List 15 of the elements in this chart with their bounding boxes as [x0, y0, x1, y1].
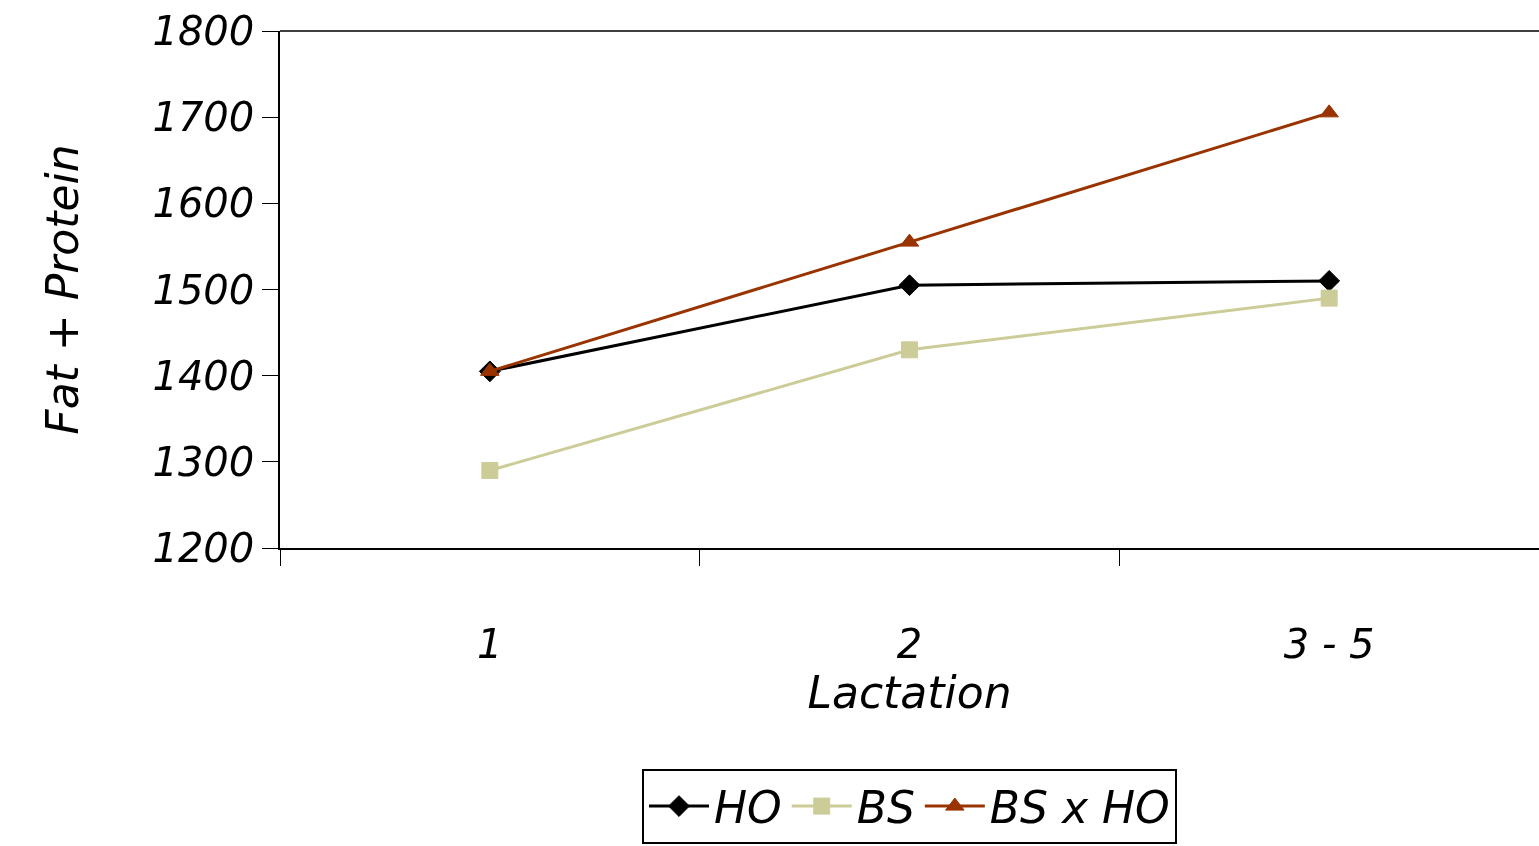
- y-axis-title: Fat + Protein: [37, 144, 89, 435]
- y-tick-label: 1300: [152, 438, 255, 485]
- y-tick-label: 1600: [152, 180, 255, 227]
- y-tick-label: 1500: [152, 266, 255, 313]
- y-tick-label: 1800: [152, 8, 255, 54]
- x-axis-title: Lactation: [807, 666, 1012, 718]
- y-tick-label: 1700: [152, 94, 255, 141]
- y-tick-label: 1400: [152, 352, 255, 399]
- x-tick-label: 1: [477, 620, 503, 667]
- legend-label: HO: [714, 782, 782, 834]
- legend-label: BS: [856, 782, 915, 834]
- x-tick-label: 2: [896, 620, 923, 667]
- y-tick-label: 1200: [152, 525, 255, 571]
- x-tick-label: 3 - 5: [1283, 620, 1375, 667]
- legend-label: BS x HO: [989, 782, 1170, 834]
